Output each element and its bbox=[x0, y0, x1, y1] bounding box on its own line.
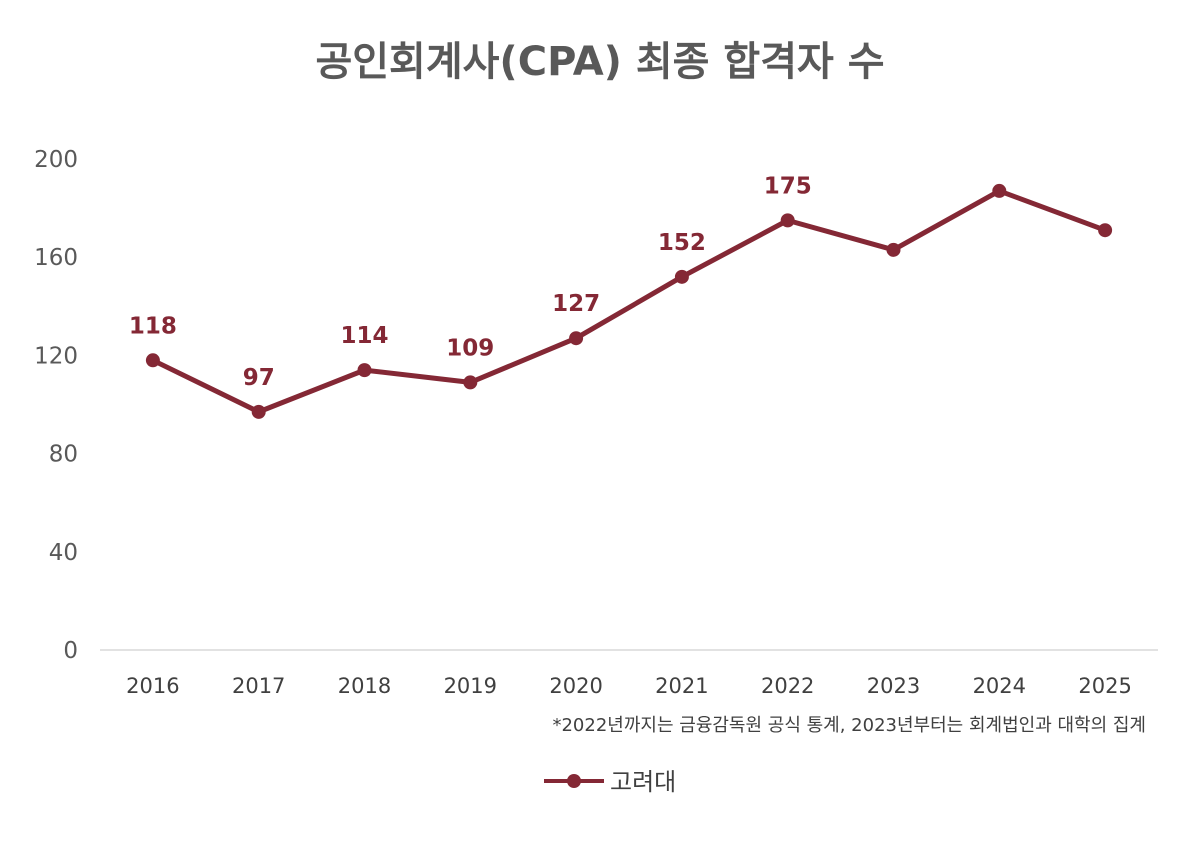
legend-marker bbox=[567, 774, 581, 788]
data-point bbox=[781, 213, 795, 227]
series-layer bbox=[146, 184, 1112, 419]
footnote: *2022년까지는 금융감독원 공식 통계, 2023년부터는 회계법인과 대학… bbox=[552, 715, 1146, 736]
y-tick-label: 200 bbox=[34, 147, 78, 173]
data-label: 127 bbox=[552, 291, 600, 317]
data-point bbox=[569, 331, 583, 345]
data-point bbox=[463, 375, 477, 389]
x-tick-label: 2022 bbox=[761, 674, 814, 698]
data-label: 109 bbox=[446, 335, 494, 361]
x-tick-label: 2021 bbox=[655, 674, 708, 698]
y-tick-label: 120 bbox=[34, 343, 78, 369]
x-tick-label: 2023 bbox=[867, 674, 920, 698]
x-tick-label: 2017 bbox=[232, 674, 285, 698]
data-point bbox=[146, 353, 160, 367]
chart-title: 공인회계사(CPA) 최종 합격자 수 bbox=[315, 39, 884, 85]
y-tick-label: 160 bbox=[34, 245, 78, 271]
data-point bbox=[887, 243, 901, 257]
data-point bbox=[252, 405, 266, 419]
data-point bbox=[992, 184, 1006, 198]
legend-label: 고려대 bbox=[610, 768, 676, 796]
series-line bbox=[153, 191, 1105, 412]
data-point bbox=[675, 270, 689, 284]
x-tick-label: 2019 bbox=[444, 674, 497, 698]
x-tick-label: 2016 bbox=[126, 674, 179, 698]
data-point bbox=[1098, 223, 1112, 237]
line-chart: 공인회계사(CPA) 최종 합격자 수 04080120160200 2016 2… bbox=[0, 0, 1200, 859]
y-tick-label: 40 bbox=[49, 540, 78, 566]
data-labels: 118 97 114 109 127 152 175 bbox=[129, 173, 812, 390]
data-label: 97 bbox=[243, 365, 275, 391]
x-tick-label: 2020 bbox=[549, 674, 602, 698]
data-point bbox=[358, 363, 372, 377]
x-tick-label: 2025 bbox=[1078, 674, 1131, 698]
x-tick-label: 2024 bbox=[973, 674, 1026, 698]
y-tick-label: 0 bbox=[63, 638, 78, 664]
data-label: 152 bbox=[658, 230, 706, 256]
data-label: 118 bbox=[129, 313, 177, 339]
y-tick-label: 80 bbox=[49, 442, 78, 468]
legend: 고려대 bbox=[544, 768, 676, 796]
y-axis: 0 40 80 120 160 200 bbox=[34, 147, 78, 664]
data-label: 175 bbox=[764, 173, 812, 199]
data-label: 114 bbox=[340, 323, 388, 349]
x-tick-label: 2018 bbox=[338, 674, 391, 698]
x-axis: 2016 2017 2018 2019 2020 2021 2022 2023 2024 2025 bbox=[126, 674, 1132, 698]
